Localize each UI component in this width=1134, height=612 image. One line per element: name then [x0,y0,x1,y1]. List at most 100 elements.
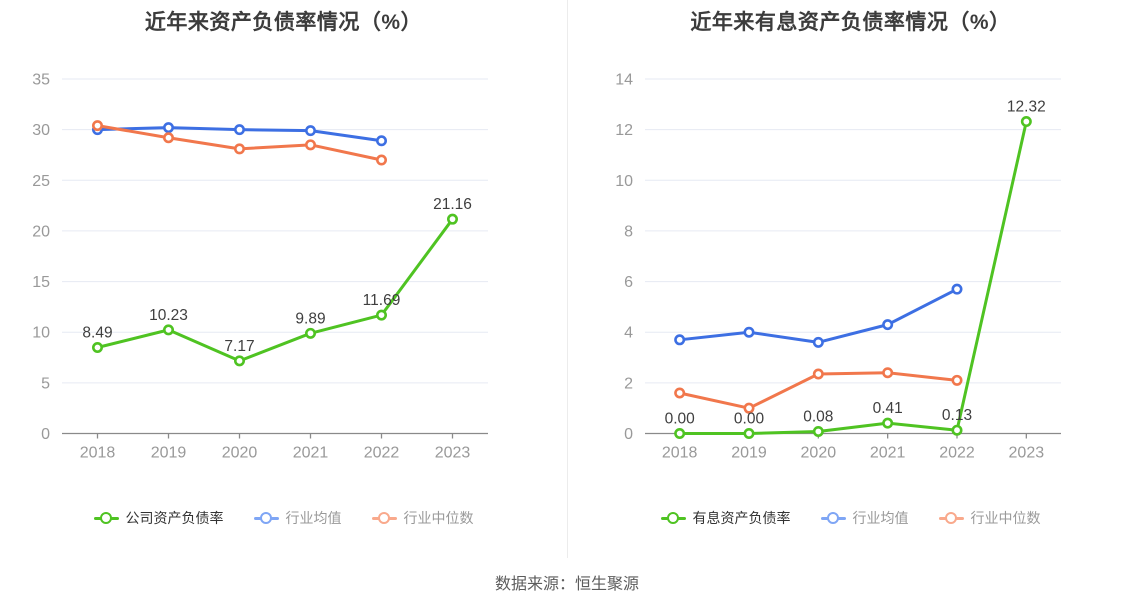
legend-item-0[interactable]: 公司资产负债率 [93,508,224,528]
series-line-1 [678,287,959,344]
x-tick-label: 2018 [662,445,698,462]
chart-title: 近年来有息资产负债率情况（%） [690,11,1011,34]
data-point [375,154,387,166]
x-tick-label: 2023 [435,445,471,462]
data-point [951,424,963,436]
data-point [812,336,824,348]
data-label: 21.16 [433,196,472,213]
y-tick-label: 10 [32,325,50,342]
y-tick-label: 12 [615,122,633,139]
data-point [743,402,755,414]
y-tick-label: 4 [624,325,633,342]
data-point [92,342,104,354]
interest-bearing-debt-ratio-line-chart: 0 2 4 6 8 10 12 14 2018 2019 2020 2021 2022 2023 0.00 0… [615,72,1061,462]
legend-item-label: 公司资产负债率 [125,510,224,526]
data-point [674,334,686,346]
data-point [446,213,458,225]
data-point [882,417,894,429]
x-tick-label: 2022 [364,445,400,462]
chart-panel-interest-bearing-debt-ratio: 0 2 4 6 8 10 12 14 2018 2019 2020 2021 2022 2023 0.00 0… [567,0,1134,560]
legend-item-label: 行业中位数 [403,510,474,526]
x-tick-label: 2023 [1009,445,1045,462]
data-label: 10.23 [149,307,188,324]
data-point [882,319,894,331]
data-point [304,125,316,137]
data-point [375,135,387,147]
data-label: 0.41 [873,400,903,417]
y-tick-label: 30 [32,122,50,139]
data-point [674,387,686,399]
asset-liability-ratio-line-chart: 0 5 10 15 20 25 30 35 2018 2019 2020 2021 2022 2023 8.… [32,72,488,462]
data-source-note: 数据来源：恒生聚源 [494,576,639,593]
y-tick-label: 20 [32,223,50,240]
data-point [163,324,175,336]
data-point [375,309,387,321]
data-point [812,368,824,380]
data-label: 0.00 [734,411,765,428]
data-point [674,427,686,439]
y-tick-label: 15 [32,274,50,291]
legend-marker-icon [93,512,119,525]
data-point [234,124,246,136]
chart-title: 近年来资产负债率情况（%） [144,11,423,34]
chart-panel-asset-liability-ratio: 0 5 10 15 20 25 30 35 2018 2019 2020 2021 2022 2023 8.… [0,0,567,560]
y-tick-label: 35 [32,72,50,89]
data-point [743,427,755,439]
legend-item-label: 有息资产负债率 [692,510,791,526]
data-point [234,143,246,155]
data-label: 8.49 [82,325,112,342]
data-label: 11.69 [363,292,401,309]
data-point [882,367,894,379]
y-tick-label: 0 [624,426,633,443]
legend-item-2[interactable]: 行业中位数 [371,508,474,528]
y-tick-label: 2 [624,375,633,392]
x-tick-label: 2021 [293,445,329,462]
legend-marker-icon [660,512,686,525]
legend-marker-icon [253,512,279,525]
legend-item-1[interactable]: 行业均值 [820,508,909,528]
data-point [163,132,175,144]
legend-item-label: 行业均值 [285,510,342,526]
y-tick-label: 5 [41,375,50,392]
y-tick-label: 10 [615,173,633,190]
legend-item-label: 行业中位数 [970,510,1041,526]
chart-legend: 有息资产负债率 行业均值 行业中位数 [567,508,1134,528]
data-label: 0.13 [942,407,972,424]
data-point [92,120,104,132]
data-point [304,139,316,151]
y-tick-label: 0 [41,426,50,443]
panel-divider [567,0,568,558]
x-tick-label: 2021 [870,445,906,462]
y-tick-label: 25 [32,173,50,190]
legend-marker-icon [371,512,397,525]
data-label: 7.17 [224,338,254,355]
data-point [234,355,246,367]
data-label: 0.00 [665,411,696,428]
data-label: 12.32 [1007,99,1046,116]
series-line-0 [96,217,454,363]
data-point [951,374,963,386]
y-tick-label: 14 [615,72,633,89]
x-tick-label: 2019 [731,445,767,462]
legend-item-1[interactable]: 行业均值 [253,508,342,528]
legend-item-0[interactable]: 有息资产负债率 [660,508,791,528]
x-tick-label: 2018 [80,445,116,462]
data-point [812,425,824,437]
x-tick-label: 2022 [939,445,975,462]
x-tick-label: 2020 [801,445,837,462]
legend-marker-icon [938,512,964,525]
x-tick-label: 2020 [222,445,258,462]
legend-item-label: 行业均值 [852,510,909,526]
y-tick-label: 6 [624,274,633,291]
data-label: 0.08 [803,408,833,425]
data-point [163,122,175,134]
chart-legend: 公司资产负债率 行业均值 行业中位数 [0,508,567,528]
x-tick-label: 2019 [151,445,187,462]
data-point [1020,116,1032,128]
data-point [304,327,316,339]
legend-item-2[interactable]: 行业中位数 [938,508,1041,528]
y-tick-label: 8 [624,223,633,240]
legend-marker-icon [820,512,846,525]
data-label: 9.89 [295,310,325,327]
